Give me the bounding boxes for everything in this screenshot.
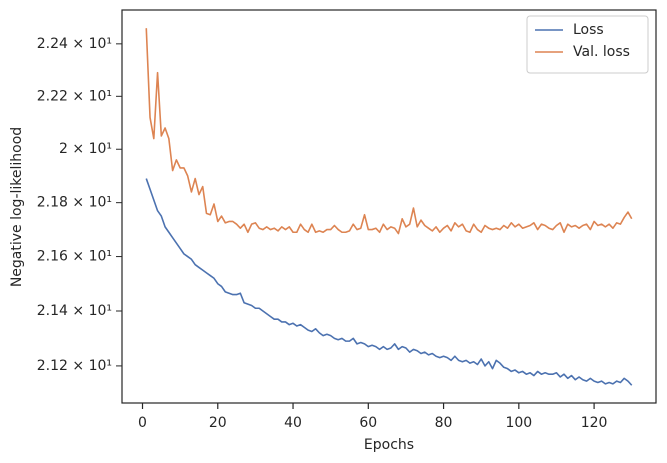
y-tick-label: 2.16 × 10¹	[37, 249, 112, 265]
legend-label: Val. loss	[573, 44, 630, 60]
plot-frame	[121, 9, 657, 404]
legend: Loss Val. loss	[526, 15, 649, 74]
line-series	[145, 178, 633, 386]
y-axis-label: Negative log-likelihood	[9, 127, 25, 287]
y-tick-label: 2.22 × 10¹	[37, 88, 112, 104]
line-series	[145, 28, 633, 235]
x-tick-label: 60	[359, 415, 377, 431]
x-tick-label: 20	[209, 415, 227, 431]
x-tick-label: 0	[138, 415, 147, 431]
x-tick-label: 120	[581, 415, 608, 431]
y-tick-label: 2.18 × 10¹	[37, 195, 112, 211]
y-tick-label: 2.24 × 10¹	[37, 36, 112, 52]
y-tick-label: 2 × 10¹	[59, 141, 112, 157]
y-tick-label: 2.12 × 10¹	[37, 358, 112, 374]
x-tick-label: 100	[505, 415, 532, 431]
legend-label: Loss	[573, 22, 604, 38]
x-tick-label: 80	[435, 415, 453, 431]
x-tick-label: 40	[284, 415, 302, 431]
y-tick-label: 2.14 × 10¹	[37, 303, 112, 319]
x-axis-label: Epochs	[364, 437, 414, 453]
